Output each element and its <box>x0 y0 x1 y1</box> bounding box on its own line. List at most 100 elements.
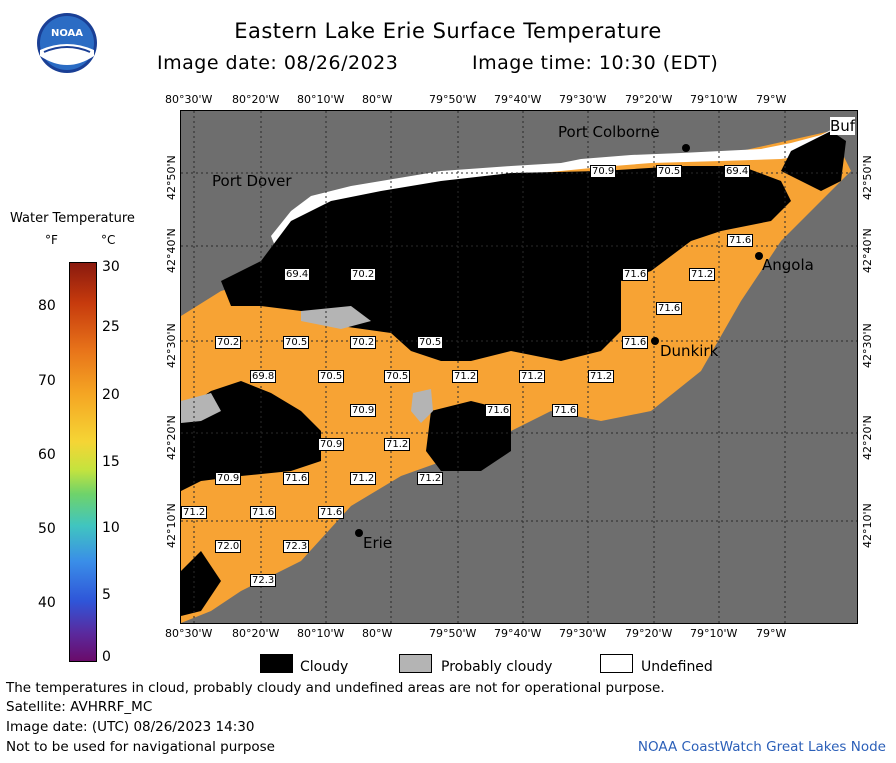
celsius-tick: 5 <box>102 587 111 603</box>
temperature-label: 70.9 <box>590 165 617 178</box>
image-time: Image time: 10:30 (EDT) <box>472 52 719 74</box>
celsius-tick: 15 <box>102 454 120 470</box>
temperature-label: 70.5 <box>283 336 310 349</box>
key-probably-cloudy-label: Probably cloudy <box>441 659 553 675</box>
lat-tick-right: 42°50'N <box>861 155 874 200</box>
place-dunkirk: Dunkirk <box>660 342 719 360</box>
legend-title: Water Temperature <box>10 211 135 226</box>
probably-cloudy-area <box>301 306 371 329</box>
temperature-label: 71.2 <box>452 370 479 383</box>
lon-tick-top: 79°10'W <box>690 93 738 106</box>
footer-credit: NOAA CoastWatch Great Lakes Node <box>637 739 886 755</box>
footer-disclaimer: The temperatures in cloud, probably clou… <box>6 680 665 696</box>
key-cloudy-swatch <box>260 654 293 673</box>
lat-tick-left: 42°50'N <box>165 155 178 200</box>
place-port-colborne: Port Colborne <box>558 123 660 141</box>
lon-tick-bottom: 80°30'W <box>165 627 213 640</box>
temperature-label: 70.9 <box>350 404 377 417</box>
temperature-label: 72.3 <box>283 540 310 553</box>
probably-cloudy-area-south <box>411 389 433 423</box>
place-port-dover: Port Dover <box>212 172 292 190</box>
celsius-tick: 10 <box>102 520 120 536</box>
temperature-label: 71.2 <box>519 370 546 383</box>
celsius-tick: 25 <box>102 319 120 335</box>
footer-navigation-warning: Not to be used for navigational purpose <box>6 739 275 755</box>
temperature-label: 70.9 <box>215 472 242 485</box>
temperature-label: 69.4 <box>284 268 311 281</box>
celsius-tick: 0 <box>102 649 111 665</box>
lon-tick-top: 79°50'W <box>429 93 477 106</box>
lon-tick-bottom: 80°10'W <box>297 627 345 640</box>
map-frame <box>180 110 858 624</box>
footer-satellite: Satellite: AVHRRF_MC <box>6 699 153 715</box>
temperature-label: 71.2 <box>384 438 411 451</box>
lat-tick-left: 42°30'N <box>165 323 178 368</box>
lake-map <box>181 111 857 623</box>
lon-tick-top: 80°10'W <box>297 93 345 106</box>
temperature-label: 71.2 <box>181 506 208 519</box>
lon-tick-bottom: 79°10'W <box>690 627 738 640</box>
undefined-area <box>271 129 836 251</box>
city-marker-erie <box>355 529 363 537</box>
temperature-label: 71.2 <box>689 268 716 281</box>
temperature-label: 71.6 <box>727 234 754 247</box>
temperature-label: 69.4 <box>724 165 751 178</box>
temperature-label: 70.2 <box>350 336 377 349</box>
celsius-tick: 20 <box>102 387 120 403</box>
temperature-label: 70.5 <box>417 336 444 349</box>
probably-cloudy-area-west <box>181 393 221 423</box>
key-probably-cloudy-swatch <box>399 654 432 673</box>
city-marker-port-colborne <box>682 144 690 152</box>
temperature-label: 71.6 <box>622 268 649 281</box>
temperature-label: 70.9 <box>318 438 345 451</box>
lat-tick-right: 42°30'N <box>861 323 874 368</box>
fahrenheit-tick: 60 <box>38 447 56 463</box>
temperature-label: 71.2 <box>417 472 444 485</box>
temperature-label: 70.5 <box>384 370 411 383</box>
temperature-label: 72.0 <box>215 540 242 553</box>
temperature-label: 69.8 <box>250 370 277 383</box>
lat-tick-right: 42°40'N <box>861 228 874 273</box>
map-title: Eastern Lake Erie Surface Temperature <box>234 19 662 43</box>
footer-utc-date: Image date: (UTC) 08/26/2023 14:30 <box>6 719 255 735</box>
image-date: Image date: 08/26/2023 <box>157 52 399 74</box>
temperature-label: 71.6 <box>485 404 512 417</box>
lon-tick-top: 79°30'W <box>559 93 607 106</box>
cloud-area <box>221 166 791 361</box>
graticule <box>181 111 857 623</box>
lon-tick-bottom: 80°W <box>362 627 393 640</box>
lat-tick-left: 42°40'N <box>165 228 178 273</box>
temperature-label: 70.5 <box>656 165 683 178</box>
lon-tick-bottom: 80°20'W <box>232 627 280 640</box>
lon-tick-bottom: 79°50'W <box>429 627 477 640</box>
temperature-label: 71.6 <box>318 506 345 519</box>
lat-tick-left: 42°20'N <box>165 415 178 460</box>
temperature-label: 71.6 <box>622 336 649 349</box>
lat-tick-right: 42°20'N <box>861 415 874 460</box>
temperature-label: 72.3 <box>250 574 277 587</box>
unit-fahrenheit: °F <box>45 233 58 247</box>
lon-tick-top: 80°20'W <box>232 93 280 106</box>
fahrenheit-tick: 80 <box>38 298 56 314</box>
temperature-label: 71.6 <box>283 472 310 485</box>
lon-tick-bottom: 79°30'W <box>559 627 607 640</box>
temperature-label: 70.5 <box>318 370 345 383</box>
lon-tick-bottom: 79°40'W <box>494 627 542 640</box>
lon-tick-bottom: 79°W <box>756 627 787 640</box>
key-undefined-label: Undefined <box>641 659 713 675</box>
noaa-logo: NOAA <box>37 13 97 73</box>
color-bar <box>69 262 97 662</box>
lon-tick-top: 79°40'W <box>494 93 542 106</box>
temperature-label: 71.2 <box>350 472 377 485</box>
temperature-label: 71.2 <box>588 370 615 383</box>
lon-tick-top: 79°W <box>756 93 787 106</box>
temperature-label: 71.6 <box>250 506 277 519</box>
temperature-label: 71.6 <box>656 302 683 315</box>
temperature-label: 70.2 <box>215 336 242 349</box>
city-marker-angola <box>755 252 763 260</box>
temperature-label: 71.6 <box>552 404 579 417</box>
place-erie: Erie <box>363 534 393 552</box>
lat-tick-left: 42°10'N <box>165 503 178 548</box>
city-marker-buffalo <box>827 139 835 147</box>
fahrenheit-tick: 70 <box>38 373 56 389</box>
